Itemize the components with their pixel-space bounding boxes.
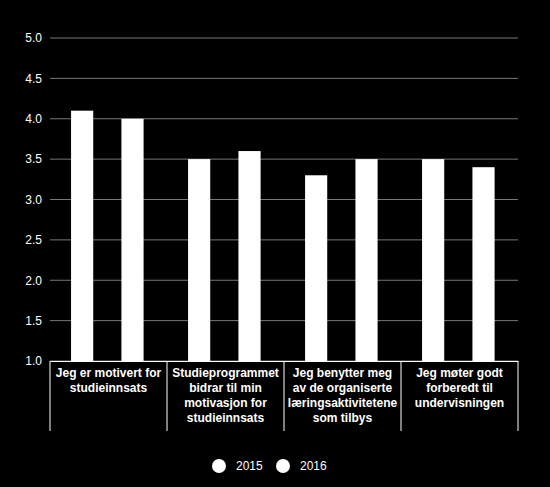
x-tick: Jeg møter godtforberedt tilundervisninge… — [415, 361, 504, 410]
x-tick-label-line: studieinnsats — [70, 381, 148, 395]
x-tick-label-line: bidrar til min — [189, 381, 262, 395]
legend-label: 2016 — [300, 459, 327, 473]
y-tick: 4.0 — [25, 112, 50, 126]
y-tick-label: 4.0 — [25, 112, 42, 126]
y-axis: 1.0 1.5 2.0 2.5 3.0 3.5 4.0 4.5 5.0 — [25, 31, 50, 368]
x-tick-label-line: Jeg benytter meg — [293, 366, 392, 380]
y-tick-label: 4.5 — [25, 72, 42, 86]
y-tick-label: 2.0 — [25, 274, 42, 288]
separator — [284, 361, 285, 431]
y-tick: 4.5 — [25, 72, 50, 86]
background — [0, 0, 550, 487]
x-tick-label-line: undervisningen — [415, 396, 504, 410]
grid-line — [50, 78, 518, 79]
grid — [50, 38, 518, 361]
bar — [238, 151, 260, 361]
separator — [518, 361, 519, 431]
separator — [401, 361, 402, 431]
bar — [422, 159, 444, 361]
grid-line — [50, 320, 518, 321]
bar — [188, 159, 210, 361]
bar — [71, 111, 93, 361]
separator — [167, 361, 168, 431]
plot: 1.0 1.5 2.0 2.5 3.0 3.5 4.0 4.5 5.0 Jeg er motive… — [25, 31, 518, 431]
legend-label: 2015 — [236, 459, 263, 473]
y-tick-label: 5.0 — [25, 31, 42, 45]
x-tick-label: Jeg er motivert forstudieinnsats — [56, 366, 162, 395]
x-tick-label-line: læringsaktivitetene — [288, 396, 398, 410]
y-tick: 1.5 — [25, 314, 50, 328]
y-tick: 2.0 — [25, 274, 50, 288]
grid-line — [50, 280, 518, 281]
bar — [305, 175, 327, 361]
x-tick: Studieprogrammetbidrar til minmotivasjon… — [172, 361, 279, 425]
y-tick-label: 1.0 — [25, 354, 42, 368]
x-tick-label-line: motivasjon for — [184, 396, 267, 410]
y-tick-label: 2.5 — [25, 233, 42, 247]
y-tick: 5.0 — [25, 31, 50, 45]
legend-marker — [276, 459, 290, 473]
x-tick-label-line: Jeg møter godt — [416, 366, 503, 380]
grid-line — [50, 199, 518, 200]
y-tick-label: 1.5 — [25, 314, 42, 328]
x-tick-label: Jeg møter godtforberedt tilundervisninge… — [415, 366, 504, 410]
grid-line — [50, 38, 518, 39]
x-tick-label: Jeg benytter megav de organisertelærings… — [288, 366, 398, 425]
y-tick: 3.0 — [25, 193, 50, 207]
x-tick-label-line: av de organiserte — [293, 381, 393, 395]
separator — [50, 361, 51, 431]
bar — [121, 119, 143, 361]
bars — [71, 111, 495, 361]
x-tick-label: Studieprogrammetbidrar til minmotivasjon… — [172, 366, 279, 425]
x-tick-label-line: Jeg er motivert for — [56, 366, 162, 380]
grid-line — [50, 239, 518, 240]
legend-marker — [212, 459, 226, 473]
y-tick: 1.0 — [25, 354, 50, 368]
y-axis-line — [50, 39, 51, 362]
grid-line — [50, 159, 518, 160]
x-tick-label-line: Studieprogrammet — [172, 366, 279, 380]
x-tick: Jeg er motivert forstudieinnsats — [56, 361, 162, 395]
x-tick-label-line: forberedt til — [426, 381, 493, 395]
x-tick-label-line: som tilbys — [313, 411, 373, 425]
separators — [50, 361, 518, 431]
grid-line — [50, 118, 518, 119]
legend: 2015 2016 — [212, 459, 327, 473]
chart: 1.0 1.5 2.0 2.5 3.0 3.5 4.0 4.5 5.0 Jeg er motive… — [0, 0, 550, 487]
x-tick: Jeg benytter megav de organisertelærings… — [288, 361, 398, 425]
y-tick: 2.5 — [25, 233, 50, 247]
bar — [472, 167, 494, 361]
bar — [355, 159, 377, 361]
y-tick-label: 3.0 — [25, 193, 42, 207]
y-tick: 3.5 — [25, 152, 50, 166]
y-tick-label: 3.5 — [25, 152, 42, 166]
x-tick-label-line: studieinnsats — [187, 411, 265, 425]
